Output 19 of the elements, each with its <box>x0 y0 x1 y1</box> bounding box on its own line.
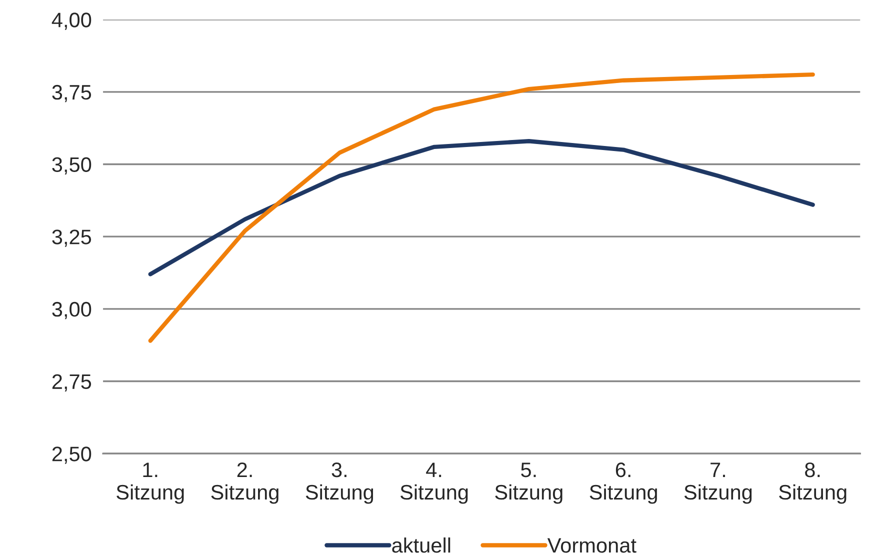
y-tick-label: 2,75 <box>52 374 92 392</box>
y-tick-label: 3,25 <box>52 230 92 247</box>
x-tick-label: 6. Sitzung <box>590 462 657 504</box>
line-series <box>148 139 815 276</box>
line-series <box>148 72 815 343</box>
y-tick-label: 2,50 <box>52 446 92 464</box>
x-tick-label: 2. Sitzung <box>211 462 278 504</box>
x-tick-label: 5. Sitzung <box>495 462 562 504</box>
y-tick-label: 3,50 <box>52 157 92 174</box>
y-tick-label: 3,75 <box>52 84 92 102</box>
y-tick-label: 4,00 <box>52 12 92 30</box>
x-tick-label: 8. Sitzung <box>779 462 846 504</box>
x-tick-label: 3. Sitzung <box>306 462 374 504</box>
legend-label: aktuell <box>392 537 450 553</box>
x-tick-label: 1. Sitzung <box>116 462 184 504</box>
y-tick-label: 3,00 <box>52 302 92 320</box>
x-tick-label: 7. Sitzung <box>684 462 752 504</box>
x-tick-label: 4. Sitzung <box>400 462 468 504</box>
legend-label: Vormonat <box>547 538 636 553</box>
